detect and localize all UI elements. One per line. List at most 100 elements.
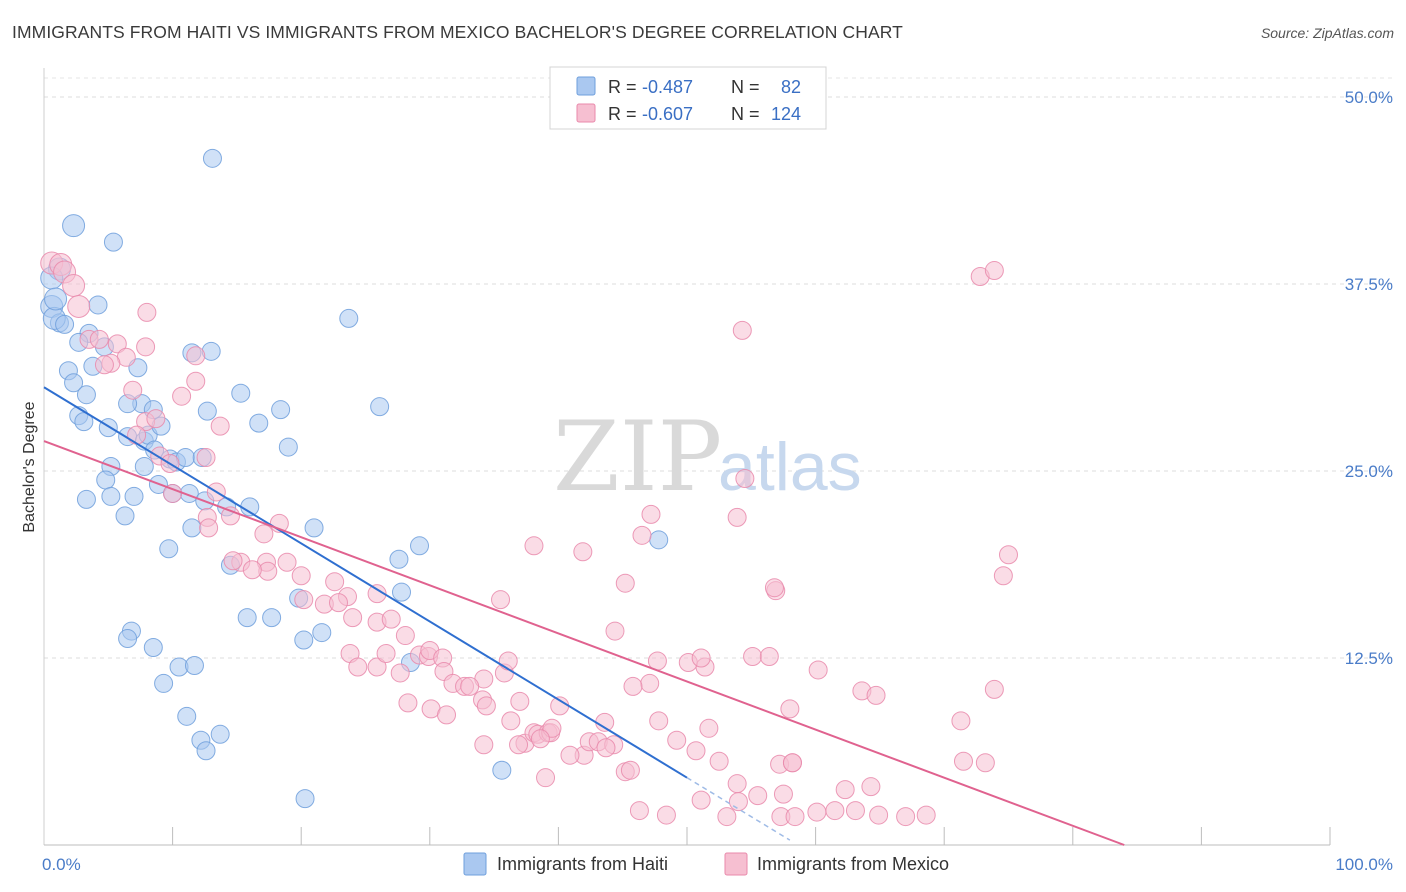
- point-mexico-16: [172, 386, 192, 406]
- point-mexico-86: [509, 735, 529, 755]
- watermark-atlas: atlas: [718, 429, 862, 505]
- point-mexico-29: [199, 518, 219, 538]
- point-mexico-47: [381, 609, 401, 629]
- point-mexico-102: [759, 647, 779, 667]
- point-mexico-77: [530, 729, 550, 749]
- point-mexico-4: [67, 294, 91, 318]
- point-mexico-137: [632, 525, 652, 545]
- point-mexico-87: [474, 735, 494, 755]
- point-mexico-140: [866, 685, 886, 705]
- point-mexico-91: [667, 730, 687, 750]
- point-haiti-70: [143, 638, 163, 658]
- point-mexico-147: [999, 545, 1018, 565]
- point-haiti-64: [237, 608, 257, 628]
- point-haiti-72: [184, 655, 204, 675]
- point-mexico-117: [835, 780, 855, 800]
- point-haiti-81: [44, 287, 68, 311]
- point-haiti-44: [96, 470, 116, 490]
- point-mexico-51: [367, 657, 387, 677]
- stats-legend-swatch-haiti: [576, 76, 596, 96]
- point-haiti-57: [159, 539, 179, 559]
- point-haiti-24: [74, 412, 94, 432]
- point-haiti-65: [262, 608, 282, 628]
- stats-legend-r-label-haiti: R =: [608, 77, 637, 97]
- point-haiti-63: [392, 582, 412, 602]
- point-mexico-93: [699, 718, 719, 738]
- legend-swatch-haiti: [463, 852, 487, 876]
- point-mexico-61: [398, 693, 418, 713]
- y-tick-label-1: 25.0%: [1345, 462, 1393, 481]
- point-mexico-66: [460, 676, 480, 696]
- point-mexico-69: [501, 711, 521, 731]
- point-mexico-36: [242, 560, 262, 580]
- point-haiti-53: [101, 486, 121, 506]
- point-mexico-133: [691, 790, 711, 810]
- point-haiti-78: [196, 741, 216, 761]
- point-mexico-148: [764, 578, 784, 598]
- point-haiti-35: [249, 413, 269, 433]
- point-mexico-120: [748, 786, 768, 806]
- point-haiti-77: [210, 724, 230, 744]
- point-mexico-139: [656, 805, 676, 825]
- point-haiti-66: [312, 623, 332, 643]
- point-haiti-28: [271, 400, 291, 420]
- point-haiti-80: [295, 789, 315, 809]
- point-mexico-145: [916, 805, 936, 825]
- x-tick-label-0: 0.0%: [42, 855, 81, 874]
- trendline-haiti: [43, 386, 688, 779]
- point-haiti-5: [62, 214, 86, 238]
- point-mexico-135: [869, 805, 889, 825]
- x-tick-label-1: 100.0%: [1335, 855, 1393, 874]
- point-mexico-11: [186, 346, 206, 366]
- point-mexico-126: [727, 774, 747, 794]
- stats-legend-n-value-mexico: 124: [771, 104, 801, 124]
- point-mexico-53: [390, 663, 410, 683]
- y-tick-label-0: 12.5%: [1345, 649, 1393, 668]
- point-mexico-43: [367, 584, 387, 604]
- point-mexico-90: [620, 760, 640, 780]
- point-mexico-37: [291, 566, 311, 586]
- point-mexico-124: [825, 801, 845, 821]
- point-mexico-3: [62, 273, 86, 297]
- point-mexico-101: [808, 660, 828, 680]
- stats-legend-box: [549, 66, 827, 130]
- point-mexico-106: [605, 621, 625, 641]
- point-mexico-14: [186, 371, 206, 391]
- point-mexico-108: [623, 676, 643, 696]
- point-mexico-84: [596, 738, 616, 758]
- point-mexico-146: [975, 753, 995, 773]
- point-haiti-21: [64, 373, 84, 393]
- point-haiti-55: [182, 518, 202, 538]
- point-haiti-6: [103, 232, 123, 252]
- stats-legend-n-value-haiti: 82: [781, 77, 801, 97]
- y-tick-label-3: 50.0%: [1345, 88, 1393, 107]
- point-haiti-9: [88, 295, 108, 315]
- point-haiti-22: [76, 385, 96, 405]
- point-mexico-94: [649, 711, 669, 731]
- series-legend: Immigrants from Haiti Immigrants from Me…: [463, 852, 949, 876]
- trendline-mexico: [43, 440, 1125, 846]
- point-mexico-132: [727, 507, 747, 527]
- axes: [43, 68, 1331, 846]
- point-haiti-45: [124, 486, 144, 506]
- legend-label-mexico: Immigrants from Mexico: [757, 854, 949, 874]
- series-mexico-points: [40, 251, 1018, 827]
- point-mexico-110: [524, 536, 544, 556]
- stats-legend: R = -0.487 N = 82 R = -0.607 N = 124: [549, 66, 827, 130]
- point-haiti-68: [118, 629, 138, 649]
- point-mexico-5: [137, 302, 157, 322]
- point-mexico-13: [94, 355, 114, 375]
- stats-legend-swatch-mexico: [576, 103, 596, 123]
- point-mexico-22: [196, 448, 216, 468]
- stats-legend-r-value-haiti: -0.487: [642, 77, 693, 97]
- point-mexico-52: [376, 644, 396, 664]
- y-tick-labels: 12.5% 25.0% 37.5% 50.0%: [1345, 88, 1393, 668]
- point-haiti-43: [134, 457, 154, 477]
- point-mexico-136: [629, 801, 649, 821]
- point-mexico-97: [743, 647, 763, 667]
- point-mexico-128: [993, 566, 1013, 586]
- point-mexico-42: [328, 593, 348, 613]
- point-haiti-29: [370, 397, 390, 417]
- point-mexico-122: [717, 807, 737, 827]
